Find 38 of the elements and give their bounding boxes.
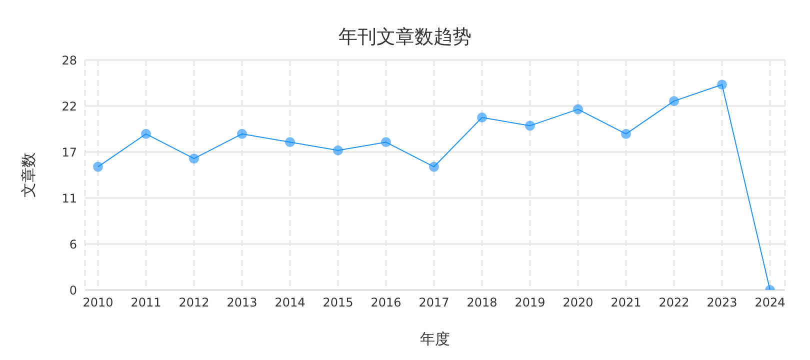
point: [381, 137, 391, 148]
x-tick-label: 2012: [178, 296, 210, 310]
y-tick-label: 28: [62, 53, 77, 68]
y-tick-label: 22: [62, 99, 77, 114]
point: [141, 128, 151, 139]
x-axis-title: 年度: [420, 330, 450, 348]
point: [93, 162, 103, 172]
x-tick-label: 2023: [706, 296, 738, 310]
point: [237, 128, 247, 139]
x-tick-label: 2014: [274, 296, 306, 310]
y-tick-label: 11: [62, 191, 77, 206]
point: [285, 137, 295, 148]
x-tick-label: 2015: [322, 296, 354, 310]
x-tick-label: 2013: [226, 296, 258, 310]
point: [573, 104, 583, 114]
point: [189, 154, 199, 164]
y-tick-label: 17: [62, 145, 77, 160]
point: [333, 145, 343, 156]
point: [429, 162, 439, 172]
y-tick-label: 6: [69, 237, 77, 252]
x-tick-label: 2021: [610, 296, 642, 310]
x-tick-label: 2016: [370, 296, 402, 310]
chart-title: 年刊文章数趋势: [338, 25, 472, 50]
point: [477, 112, 487, 122]
x-tick-label: 2011: [130, 296, 162, 310]
y-tick-label: 0: [69, 283, 77, 298]
x-tick-label: 2020: [562, 296, 594, 310]
x-tick-label: 2018: [466, 296, 498, 310]
x-tick-label: 2019: [514, 296, 546, 310]
y-axis-title: 文章数: [19, 152, 38, 198]
point: [717, 80, 727, 90]
x-tick-label: 2022: [658, 296, 690, 310]
x-tick-label: 2010: [82, 296, 114, 310]
x-tick-label: 2024: [754, 296, 786, 310]
point: [525, 120, 535, 131]
point: [621, 128, 631, 139]
x-tick-label: 2017: [418, 296, 450, 310]
point: [669, 96, 679, 106]
